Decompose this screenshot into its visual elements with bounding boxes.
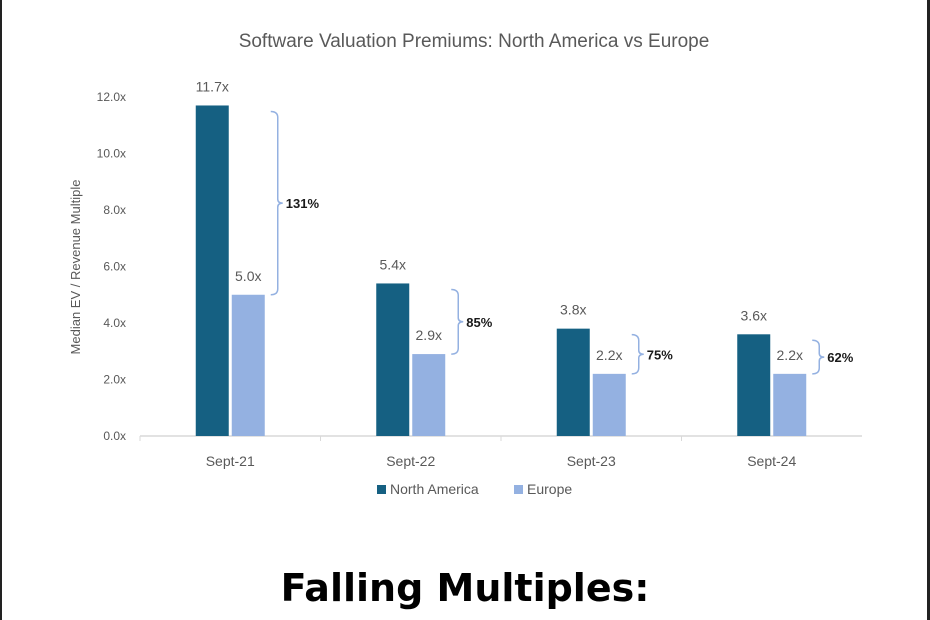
chart-title: Software Valuation Premiums: North Ameri… [239,31,710,52]
bar-europe [592,373,626,436]
bar-north-america [376,283,410,436]
bar-europe [773,373,807,436]
premium-bracket [451,288,464,355]
data-label-europe: 2.9x [416,327,442,343]
premium-label: 62% [827,350,853,365]
y-tick-label: 6.0x [103,260,126,274]
y-tick-label: 8.0x [103,203,126,217]
legend-swatch-north-america [377,485,386,494]
bar-chart: Software Valuation Premiums: North Ameri… [68,31,862,497]
bar-north-america [556,328,590,436]
bar-north-america [737,334,771,436]
data-label-north-america: 5.4x [380,256,406,272]
premium-bracket [812,339,825,375]
bar-europe [412,354,446,436]
data-label-europe: 2.2x [596,347,622,363]
caption-text: Falling Multiples: [280,566,650,610]
data-label-north-america: 11.7x [196,78,229,94]
x-category-label: Sept-22 [386,453,435,469]
bar-europe [231,294,265,436]
premium-label: 75% [647,347,673,362]
legend-label-europe: Europe [527,481,572,497]
premium-label: 85% [466,315,492,330]
y-tick-label: 0.0x [103,429,126,443]
data-label-europe: 5.0x [235,268,261,284]
premium-bracket [631,333,644,375]
x-category-label: Sept-23 [567,453,616,469]
data-label-north-america: 3.6x [741,307,767,323]
legend-label-north-america: North America [390,481,479,497]
y-axis-label: Median EV / Revenue Multiple [68,180,83,355]
y-tick-label: 4.0x [103,316,126,330]
data-label-north-america: 3.8x [560,302,586,318]
data-label-europe: 2.2x [777,347,803,363]
y-tick-label: 10.0x [97,147,126,161]
x-category-label: Sept-21 [206,453,255,469]
legend-swatch-europe [514,485,523,494]
bar-north-america [195,105,229,436]
y-tick-label: 12.0x [97,90,126,104]
x-category-label: Sept-24 [747,453,796,469]
premium-bracket [270,110,283,296]
y-tick-label: 2.0x [103,373,126,387]
premium-label: 131% [286,196,320,211]
